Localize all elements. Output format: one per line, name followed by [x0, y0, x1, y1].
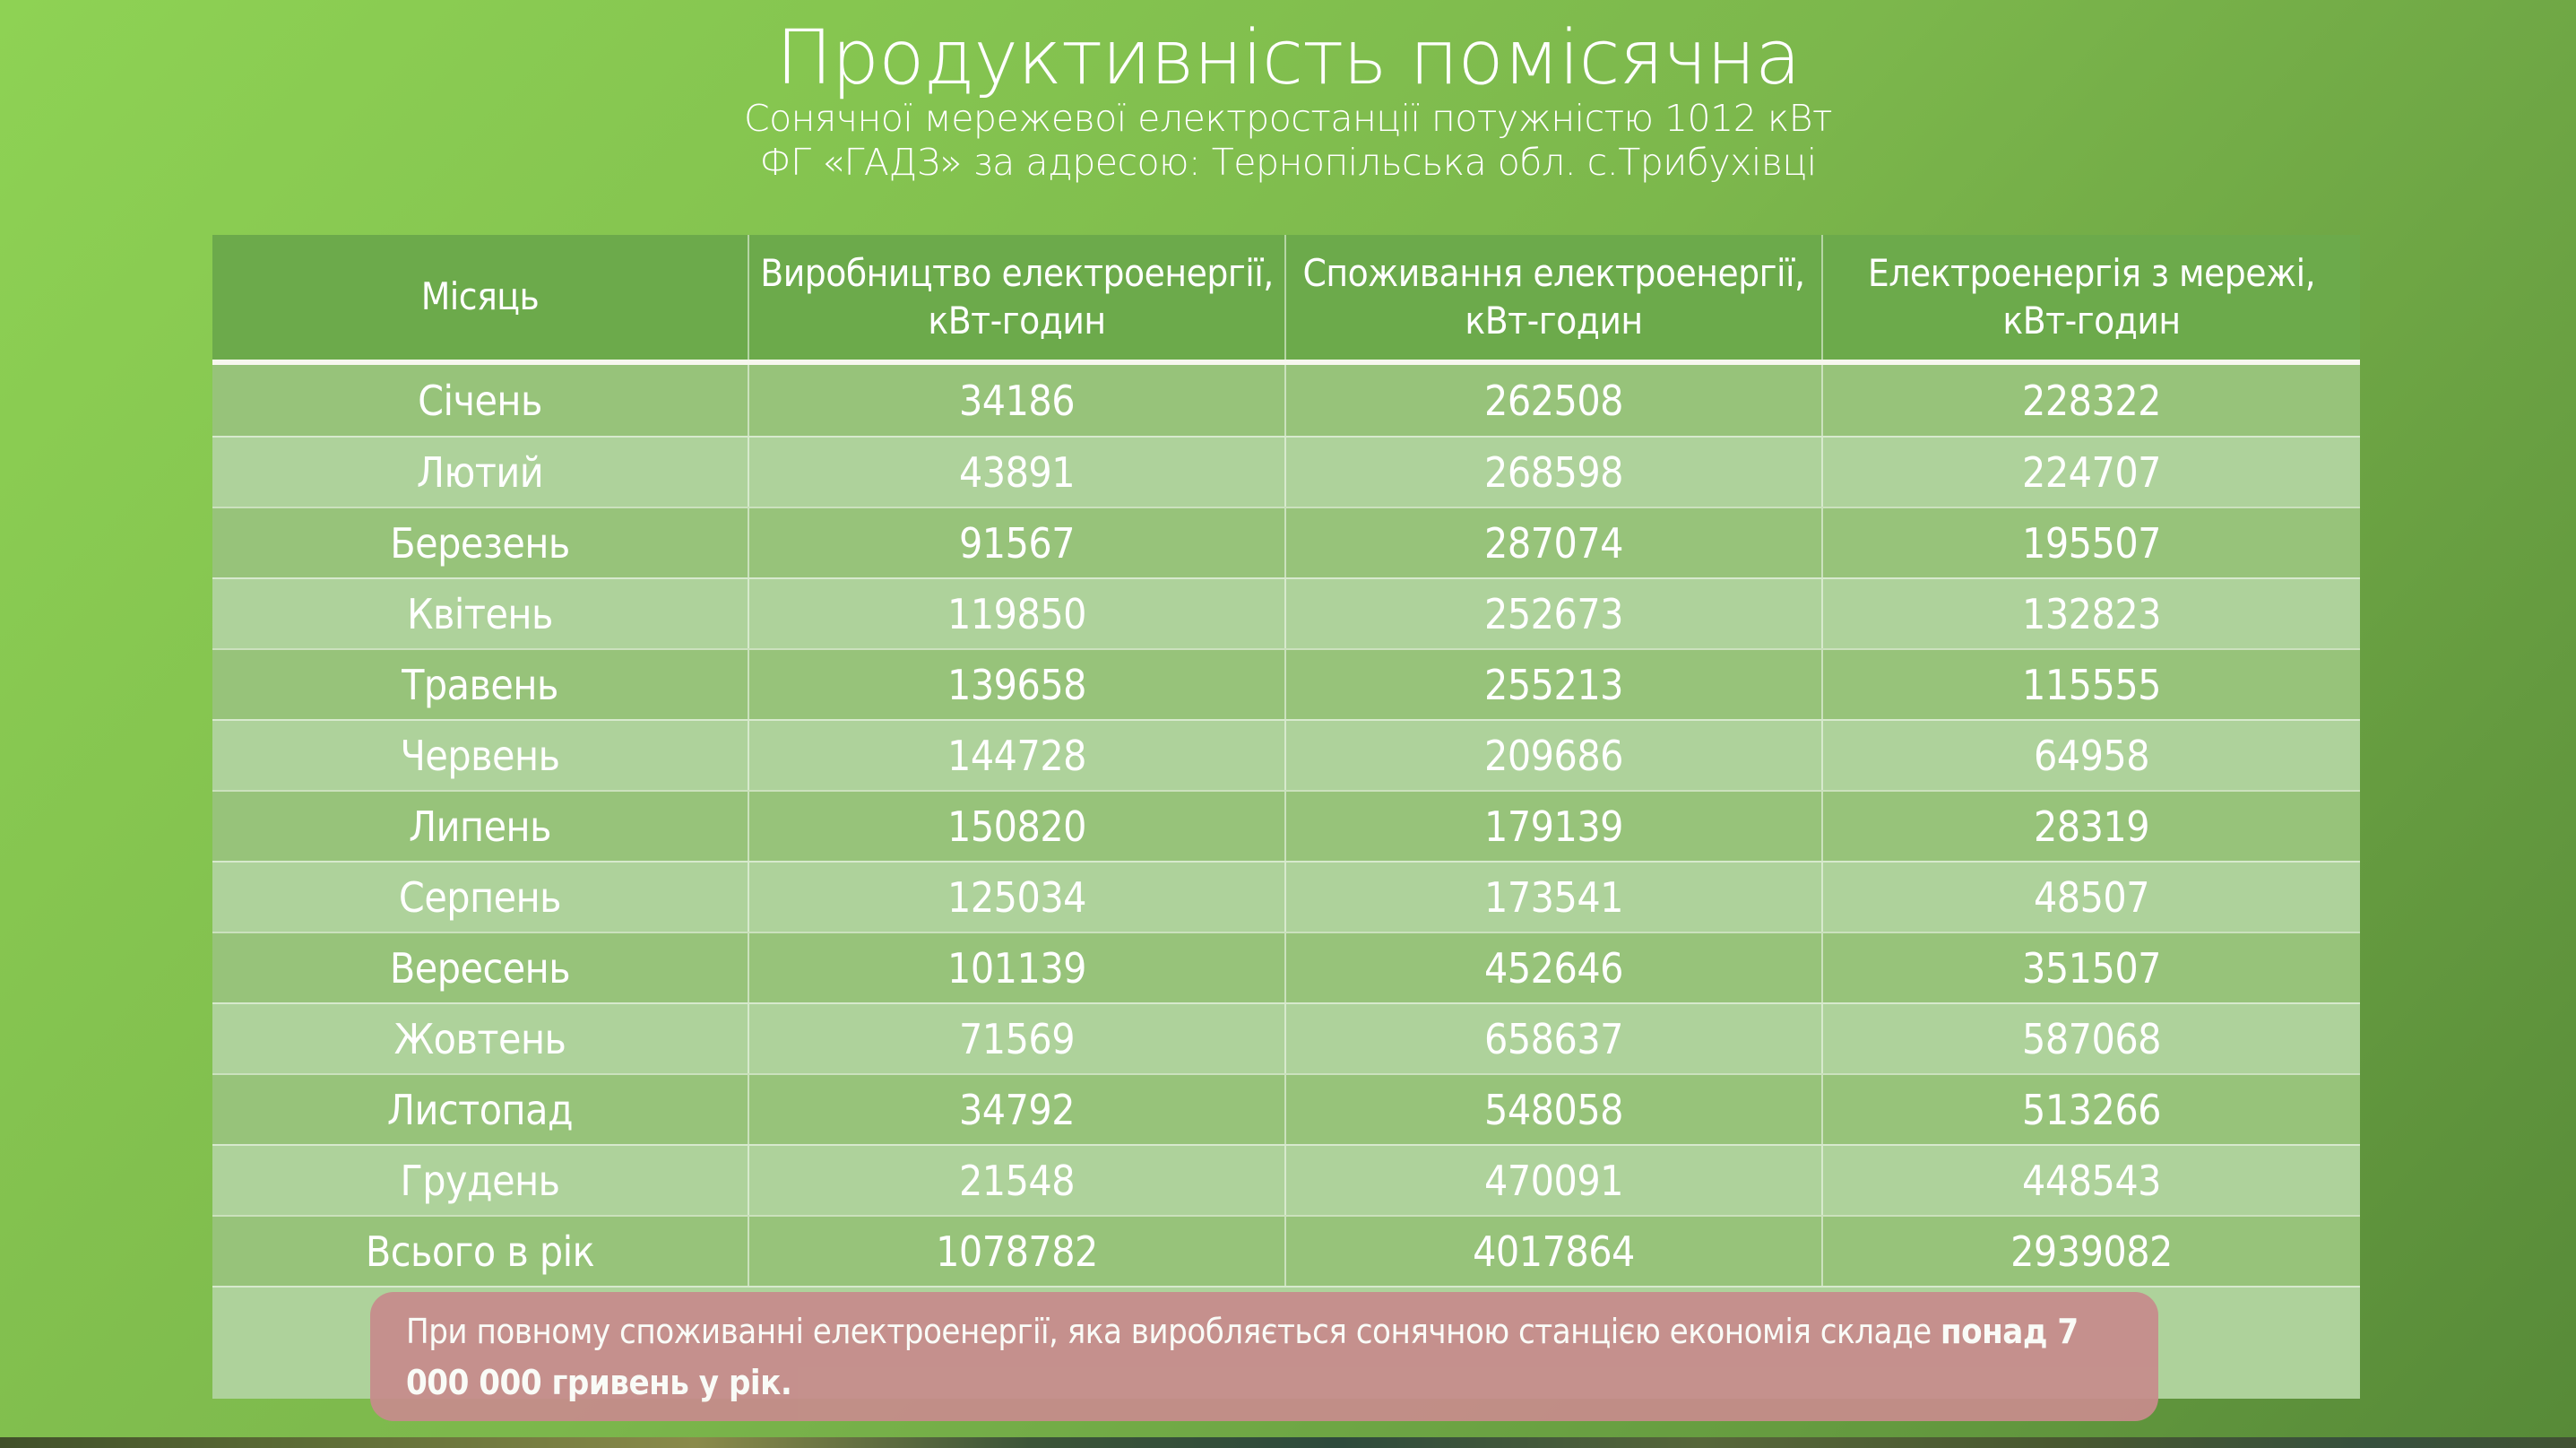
from-grid-cell: 228322	[2022, 376, 2161, 425]
production-cell: 119850	[749, 579, 1286, 648]
column-header-from-grid: Електроенергія з мережі, кВт-годин	[1823, 235, 2360, 360]
column-header-production: Виробництво електроенергії, кВт-годин	[749, 235, 1286, 360]
from-grid-cell: 28319	[2033, 802, 2150, 851]
table-row: Червень 144728 209686 64958	[212, 719, 2360, 790]
consumption-cell: 287074	[1286, 508, 1823, 577]
total-label-cell: Всього в рік	[212, 1217, 749, 1286]
month-cell: Листопад	[212, 1075, 749, 1144]
subtitle-line-2: ФГ «ГАДЗ» за адресою: Тернопільська обл.…	[759, 140, 1817, 184]
production-cell: 101139	[749, 933, 1286, 1002]
table-row: Лютий 43891 268598 224707	[212, 436, 2360, 507]
consumption-cell: 262508	[1286, 365, 1823, 436]
from-grid-cell: 448543	[2022, 1156, 2161, 1205]
column-header-line: Місяць	[420, 274, 540, 319]
production-cell: 139658	[749, 650, 1286, 719]
slide-header: Продуктивність помісячна Сонячної мереже…	[0, 0, 2576, 184]
savings-note: При повному споживанні електроенергії, я…	[370, 1292, 2158, 1421]
table-row: Травень 139658 255213 115555	[212, 648, 2360, 719]
production-cell: 34792	[749, 1075, 1286, 1144]
from-grid-cell: 587068	[2022, 1014, 2161, 1063]
consumption-cell: 268598	[1286, 438, 1823, 507]
subtitle-line-1: Сонячної мережевої електростанції потужн…	[743, 97, 1833, 141]
column-header-line: Споживання електроенергії,	[1302, 251, 1805, 295]
month-cell: Квітень	[212, 579, 749, 648]
month-cell: Червень	[212, 721, 749, 790]
column-header-line: кВт-годин	[1465, 298, 1643, 342]
month-cell: Січень	[212, 365, 749, 436]
column-header-consumption: Споживання електроенергії, кВт-годин	[1286, 235, 1823, 360]
table-row: Вересень 101139 452646 351507	[212, 932, 2360, 1002]
production-cell: 91567	[749, 508, 1286, 577]
column-header-line: Електроенергія з мережі,	[1867, 251, 2316, 295]
production-cell: 125034	[749, 863, 1286, 932]
column-header-line: кВт-годин	[928, 298, 1106, 342]
total-consumption-cell: 4017864	[1286, 1217, 1823, 1286]
table-row: Листопад 34792 548058 513266	[212, 1073, 2360, 1144]
table-row: Серпень 125034 173541 48507	[212, 861, 2360, 932]
consumption-cell: 548058	[1286, 1075, 1823, 1144]
page-title: Продуктивність помісячна	[775, 13, 1802, 101]
table-row: Жовтень 71569 658637 587068	[212, 1002, 2360, 1073]
savings-note-text: При повному споживанні електроенергії, я…	[406, 1312, 1941, 1351]
table-row: Липень 150820 179139 28319	[212, 790, 2360, 861]
production-cell: 144728	[749, 721, 1286, 790]
table-row: Грудень 21548 470091 448543	[212, 1144, 2360, 1215]
from-grid-cell: 351507	[2022, 943, 2161, 993]
consumption-cell: 255213	[1286, 650, 1823, 719]
month-cell: Вересень	[212, 933, 749, 1002]
production-cell: 43891	[749, 438, 1286, 507]
consumption-cell: 252673	[1286, 579, 1823, 648]
consumption-cell: 179139	[1286, 792, 1823, 861]
from-grid-cell: 513266	[2022, 1085, 2161, 1134]
total-production-cell: 1078782	[749, 1217, 1286, 1286]
production-cell: 34186	[749, 365, 1286, 436]
month-cell: Лютий	[212, 438, 749, 507]
savings-note-amount: понад 7 000 000 гривень у рік.	[406, 1312, 2079, 1402]
from-grid-cell: 64958	[2033, 731, 2150, 780]
production-cell: 21548	[749, 1146, 1286, 1215]
consumption-cell: 470091	[1286, 1146, 1823, 1215]
table-row: Квітень 119850 252673 132823	[212, 577, 2360, 648]
production-cell: 71569	[749, 1004, 1286, 1073]
month-cell: Грудень	[212, 1146, 749, 1215]
from-grid-cell: 115555	[2022, 660, 2161, 709]
table-row: Березень 91567 287074 195507	[212, 507, 2360, 577]
consumption-cell: 173541	[1286, 863, 1823, 932]
total-row: Всього в рік 1078782 4017864 2939082	[212, 1215, 2360, 1286]
total-from-grid-cell: 2939082	[2010, 1227, 2173, 1276]
consumption-cell: 452646	[1286, 933, 1823, 1002]
column-header-month: Місяць	[212, 235, 749, 360]
monthly-production-table: Місяць Виробництво електроенергії, кВт-г…	[212, 235, 2360, 1421]
column-header-line: кВт-годин	[2002, 298, 2181, 342]
production-cell: 150820	[749, 792, 1286, 861]
month-cell: Березень	[212, 508, 749, 577]
month-cell: Травень	[212, 650, 749, 719]
column-header-line: Виробництво електроенергії,	[760, 251, 1274, 295]
month-cell: Липень	[212, 792, 749, 861]
month-cell: Серпень	[212, 863, 749, 932]
month-cell: Жовтень	[212, 1004, 749, 1073]
bottom-photo-strip	[0, 1437, 2576, 1448]
table-header-row: Місяць Виробництво електроенергії, кВт-г…	[212, 235, 2360, 365]
from-grid-cell: 48507	[2033, 872, 2150, 922]
consumption-cell: 209686	[1286, 721, 1823, 790]
table-row: Січень 34186 262508 228322	[212, 365, 2360, 436]
from-grid-cell: 195507	[2022, 518, 2161, 568]
from-grid-cell: 132823	[2022, 589, 2161, 638]
table-body: Січень 34186 262508 228322 Лютий 43891 2…	[212, 365, 2360, 1215]
consumption-cell: 658637	[1286, 1004, 1823, 1073]
from-grid-cell: 224707	[2022, 447, 2161, 497]
note-row: При повному споживанні електроенергії, я…	[212, 1286, 2360, 1421]
